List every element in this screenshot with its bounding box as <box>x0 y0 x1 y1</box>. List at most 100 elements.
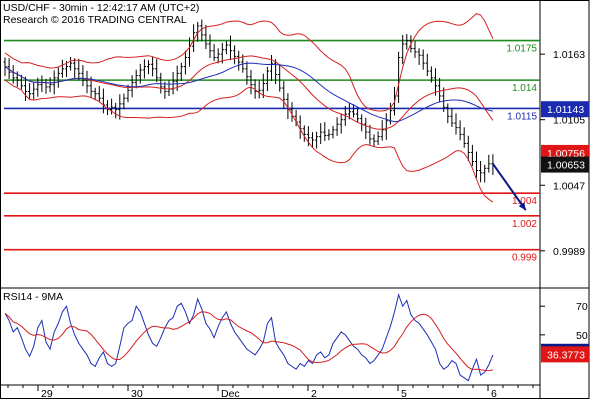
price-bar <box>114 102 118 119</box>
chart-subtitle: Research © 2016 TRADING CENTRAL <box>3 14 187 26</box>
price-bar <box>282 81 286 109</box>
moving-average-line <box>4 62 494 123</box>
price-bar <box>397 51 401 103</box>
time-tick-label-4: 5 <box>401 388 407 400</box>
price-bar <box>122 93 126 110</box>
price-tick-label-3: 0.9989 <box>553 246 585 258</box>
level-label-1: 1.014 <box>512 83 537 94</box>
price-series <box>3 13 527 211</box>
price-bar <box>233 45 237 65</box>
price-bar <box>470 144 474 167</box>
price-bar <box>351 104 356 118</box>
price-bar <box>310 132 315 148</box>
price-bar <box>433 68 438 96</box>
price-bar <box>479 160 483 183</box>
time-tick-label-1: 30 <box>131 388 143 400</box>
price-bar <box>142 59 146 79</box>
price-bar <box>56 67 60 88</box>
rsi-axis: 705038.183736.3773 <box>540 301 589 363</box>
price-bar <box>151 56 155 77</box>
price-bar <box>146 60 151 75</box>
price-bar <box>192 24 196 53</box>
price-bar <box>77 58 81 81</box>
level-label-2: 1.0115 <box>507 111 537 122</box>
price-bar <box>110 98 114 115</box>
level-label-0: 1.0175 <box>506 44 537 55</box>
price-bar <box>159 72 163 94</box>
time-tick-label-0: 29 <box>41 388 53 400</box>
price-badge-label-0: 1.01143 <box>547 104 584 116</box>
price-bar <box>60 59 64 78</box>
price-bar <box>228 35 233 61</box>
price-bar <box>376 131 380 146</box>
price-bar <box>413 41 417 58</box>
price-bar <box>200 19 204 42</box>
price-bar <box>224 41 228 55</box>
price-bar <box>454 113 458 135</box>
price-bar <box>73 58 77 79</box>
price-bar <box>335 117 339 136</box>
price-bar <box>327 129 331 141</box>
price-bar <box>208 34 212 59</box>
price-axis: 1.01631.01051.00470.99891.011431.007561.… <box>540 49 589 258</box>
price-bar <box>331 125 335 139</box>
price-bar <box>339 113 343 134</box>
bollinger-upper <box>4 13 494 112</box>
price-bar <box>323 122 327 141</box>
price-bar <box>458 120 462 141</box>
price-bar <box>384 113 388 140</box>
price-tick-label-0: 1.0163 <box>553 49 585 61</box>
price-bar <box>298 115 302 139</box>
price-bar <box>315 131 319 149</box>
price-bar <box>372 134 376 147</box>
price-bar <box>274 59 278 85</box>
price-badge-0 <box>541 101 589 118</box>
price-bar <box>483 164 487 183</box>
price-bar <box>356 106 360 123</box>
rsi-badge-label-1: 36.3773 <box>547 349 585 361</box>
price-bar <box>155 58 159 83</box>
price-bar <box>23 76 28 102</box>
level-label-4: 1.002 <box>512 219 537 230</box>
price-bar <box>249 69 253 95</box>
price-bar <box>368 124 372 145</box>
rsi-title: RSI14 - 9MA <box>3 291 63 303</box>
price-bar <box>171 72 175 95</box>
price-bar <box>265 66 269 92</box>
price-bar <box>48 77 52 93</box>
rsi-badge-1 <box>541 346 589 363</box>
price-bar <box>302 125 306 142</box>
chart-title: USD/CHF - 30min - 12:42:17 AM (UTC+2) <box>3 2 199 14</box>
rsi-line <box>4 292 494 382</box>
price-bar <box>97 86 101 102</box>
price-bar <box>364 117 368 140</box>
price-bar <box>438 77 442 102</box>
price-bar <box>347 103 351 120</box>
price-bar <box>216 48 220 64</box>
price-tick-label-1: 1.0105 <box>553 115 585 127</box>
time-tick-label-3: 2 <box>311 388 317 400</box>
rsi-ma-line <box>4 311 494 372</box>
price-bar <box>421 49 425 70</box>
rsi-series <box>4 292 494 382</box>
price-bar <box>380 120 384 141</box>
price-bar <box>7 58 11 79</box>
rsi-tick-label-1: 50 <box>576 330 588 342</box>
price-bar <box>85 70 89 94</box>
price-bar <box>204 24 208 50</box>
forecast-arrow-head <box>518 202 526 211</box>
price-bar <box>32 82 36 100</box>
price-bar <box>93 87 97 101</box>
level-label-3: 1.004 <box>512 196 537 207</box>
price-bar <box>429 66 433 83</box>
price-bar <box>19 74 23 90</box>
price-bar <box>405 34 409 50</box>
price-bar <box>401 34 405 65</box>
price-tick-label-2: 1.0047 <box>553 180 585 192</box>
price-bar <box>417 48 421 65</box>
forecast-arrow-shaft <box>492 163 527 211</box>
price-badge-2 <box>541 156 589 173</box>
price-bar <box>134 69 138 89</box>
